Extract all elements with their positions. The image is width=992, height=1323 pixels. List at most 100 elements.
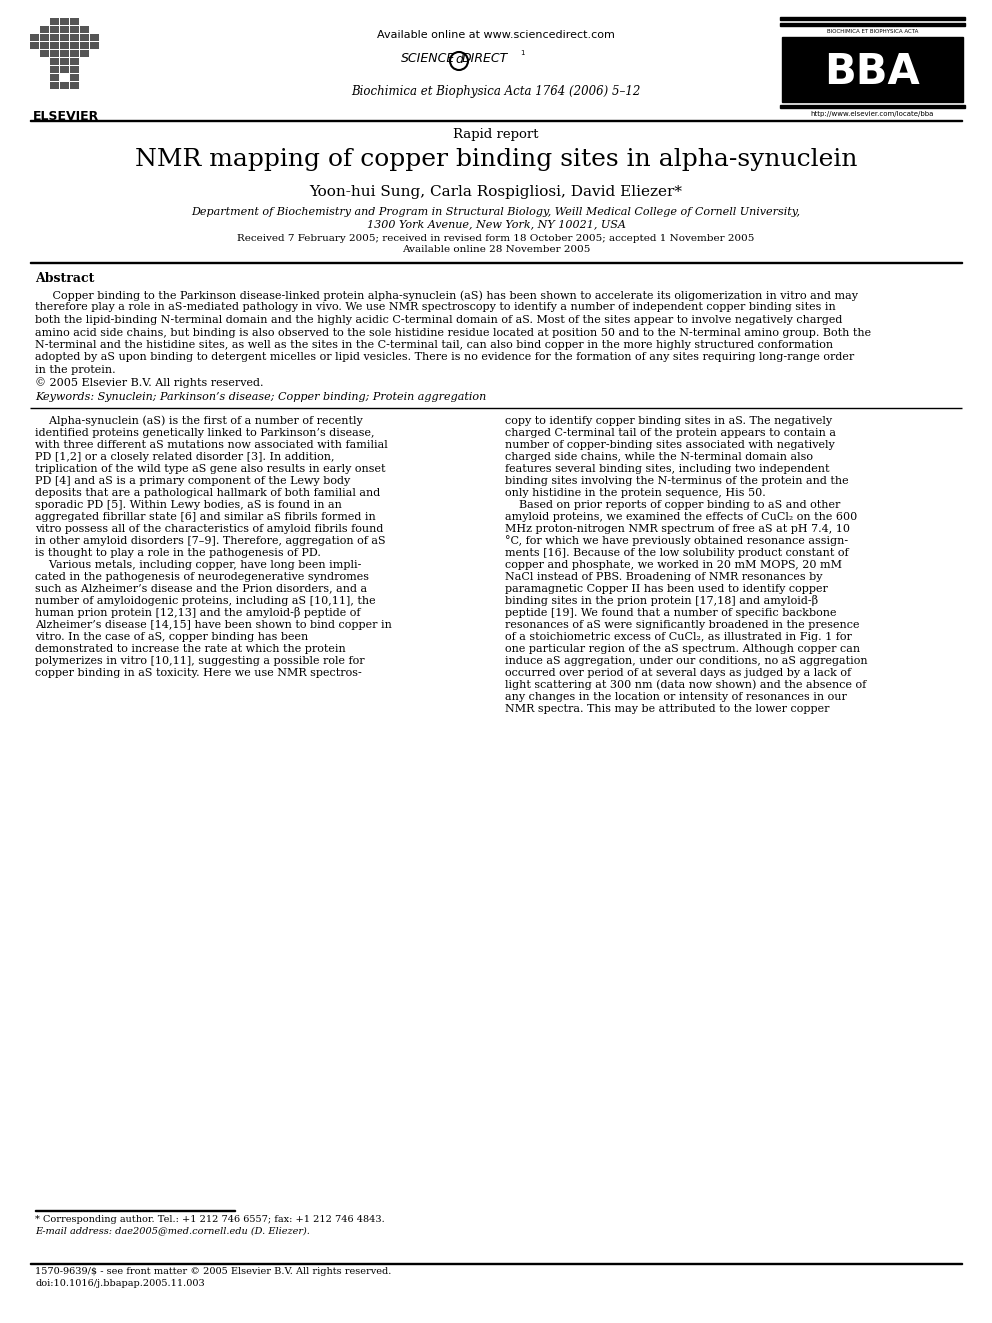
Text: sporadic PD [5]. Within Lewy bodies, aS is found in an: sporadic PD [5]. Within Lewy bodies, aS …	[35, 500, 342, 509]
Bar	[50, 42, 59, 49]
Bar	[40, 34, 49, 41]
Text: human prion protein [12,13] and the amyloid-β peptide of: human prion protein [12,13] and the amyl…	[35, 607, 360, 618]
Text: NaCl instead of PBS. Broadening of NMR resonances by: NaCl instead of PBS. Broadening of NMR r…	[505, 572, 822, 582]
Text: BBA: BBA	[824, 50, 921, 93]
Bar	[70, 19, 79, 25]
Text: peptide [19]. We found that a number of specific backbone: peptide [19]. We found that a number of …	[505, 607, 836, 618]
Bar	[60, 66, 69, 73]
Bar	[70, 26, 79, 33]
Text: number of copper-binding sites associated with negatively: number of copper-binding sites associate…	[505, 439, 834, 450]
Text: copper binding in aS toxicity. Here we use NMR spectros-: copper binding in aS toxicity. Here we u…	[35, 668, 362, 677]
Text: 1: 1	[520, 50, 525, 56]
Text: Copper binding to the Parkinson disease-linked protein alpha-synuclein (aS) has : Copper binding to the Parkinson disease-…	[35, 290, 858, 300]
Text: * Corresponding author. Tel.: +1 212 746 6557; fax: +1 212 746 4843.: * Corresponding author. Tel.: +1 212 746…	[35, 1215, 385, 1224]
Text: N-terminal and the histidine sites, as well as the sites in the C-terminal tail,: N-terminal and the histidine sites, as w…	[35, 340, 833, 351]
Text: features several binding sites, including two independent: features several binding sites, includin…	[505, 463, 829, 474]
Text: of a stoichiometric excess of CuCl₂, as illustrated in Fig. 1 for: of a stoichiometric excess of CuCl₂, as …	[505, 631, 852, 642]
Bar	[80, 26, 89, 33]
Text: MHz proton-nitrogen NMR spectrum of free aS at pH 7.4, 10: MHz proton-nitrogen NMR spectrum of free…	[505, 524, 850, 533]
Bar	[70, 42, 79, 49]
Text: DIRECT: DIRECT	[462, 52, 508, 65]
Text: such as Alzheimer’s disease and the Prion disorders, and a: such as Alzheimer’s disease and the Prio…	[35, 583, 367, 594]
Text: 1570-9639/$ - see front matter © 2005 Elsevier B.V. All rights reserved.: 1570-9639/$ - see front matter © 2005 El…	[35, 1267, 392, 1275]
Bar	[40, 42, 49, 49]
Text: Department of Biochemistry and Program in Structural Biology, Weill Medical Coll: Department of Biochemistry and Program i…	[191, 206, 801, 217]
Bar	[80, 50, 89, 57]
Text: doi:10.1016/j.bbapap.2005.11.003: doi:10.1016/j.bbapap.2005.11.003	[35, 1279, 204, 1289]
Text: ELSEVIER: ELSEVIER	[33, 110, 99, 123]
Text: charged side chains, while the N-terminal domain also: charged side chains, while the N-termina…	[505, 451, 813, 462]
Text: identified proteins genetically linked to Parkinson’s disease,: identified proteins genetically linked t…	[35, 427, 375, 438]
Text: number of amyloidogenic proteins, including aS [10,11], the: number of amyloidogenic proteins, includ…	[35, 595, 376, 606]
Text: charged C-terminal tail of the protein appears to contain a: charged C-terminal tail of the protein a…	[505, 427, 836, 438]
Bar	[50, 66, 59, 73]
Text: Abstract: Abstract	[35, 273, 94, 284]
Text: deposits that are a pathological hallmark of both familial and: deposits that are a pathological hallmar…	[35, 487, 380, 497]
Bar	[60, 19, 69, 25]
Bar	[40, 26, 49, 33]
Text: Rapid report: Rapid report	[453, 128, 539, 142]
Text: vitro. In the case of aS, copper binding has been: vitro. In the case of aS, copper binding…	[35, 631, 309, 642]
Text: BIOCHIMICA ET BIOPHYSICA ACTA: BIOCHIMICA ET BIOPHYSICA ACTA	[826, 29, 919, 34]
Bar	[80, 34, 89, 41]
Text: SCIENCE: SCIENCE	[401, 52, 455, 65]
Text: Available online 28 November 2005: Available online 28 November 2005	[402, 245, 590, 254]
Bar	[782, 37, 963, 102]
Bar	[70, 50, 79, 57]
Text: d: d	[455, 53, 463, 66]
Text: both the lipid-binding N-terminal domain and the highly acidic C-terminal domain: both the lipid-binding N-terminal domain…	[35, 315, 842, 325]
Text: binding sites in the prion protein [17,18] and amyloid-β: binding sites in the prion protein [17,1…	[505, 595, 818, 606]
Text: copper and phosphate, we worked in 20 mM MOPS, 20 mM: copper and phosphate, we worked in 20 mM…	[505, 560, 842, 569]
Bar	[50, 74, 59, 81]
Text: 1300 York Avenue, New York, NY 10021, USA: 1300 York Avenue, New York, NY 10021, US…	[367, 220, 625, 229]
Text: amino acid side chains, but binding is also observed to the sole histidine resid: amino acid side chains, but binding is a…	[35, 328, 871, 337]
Bar	[60, 50, 69, 57]
Bar	[70, 34, 79, 41]
Text: in other amyloid disorders [7–9]. Therefore, aggregation of aS: in other amyloid disorders [7–9]. Theref…	[35, 536, 386, 545]
Bar	[50, 34, 59, 41]
Text: NMR spectra. This may be attributed to the lower copper: NMR spectra. This may be attributed to t…	[505, 704, 829, 713]
Text: °C, for which we have previously obtained resonance assign-: °C, for which we have previously obtaine…	[505, 536, 848, 546]
Text: only histidine in the protein sequence, His 50.: only histidine in the protein sequence, …	[505, 487, 766, 497]
Bar	[70, 74, 79, 81]
Bar	[60, 34, 69, 41]
Text: demonstrated to increase the rate at which the protein: demonstrated to increase the rate at whi…	[35, 643, 346, 654]
Text: http://www.elsevier.com/locate/bba: http://www.elsevier.com/locate/bba	[810, 111, 934, 116]
Text: light scattering at 300 nm (data now shown) and the absence of: light scattering at 300 nm (data now sho…	[505, 680, 866, 691]
Text: PD [1,2] or a closely related disorder [3]. In addition,: PD [1,2] or a closely related disorder […	[35, 451, 334, 462]
Text: copy to identify copper binding sites in aS. The negatively: copy to identify copper binding sites in…	[505, 415, 832, 426]
Text: Based on prior reports of copper binding to aS and other: Based on prior reports of copper binding…	[505, 500, 840, 509]
Text: E-mail address: dae2005@med.cornell.edu (D. Eliezer).: E-mail address: dae2005@med.cornell.edu …	[35, 1226, 310, 1234]
Bar	[30, 42, 39, 49]
Text: adopted by aS upon binding to detergent micelles or lipid vesicles. There is no : adopted by aS upon binding to detergent …	[35, 352, 854, 363]
Text: cated in the pathogenesis of neurodegenerative syndromes: cated in the pathogenesis of neurodegene…	[35, 572, 369, 582]
Text: resonances of aS were significantly broadened in the presence: resonances of aS were significantly broa…	[505, 619, 859, 630]
Bar	[70, 58, 79, 65]
Text: any changes in the location or intensity of resonances in our: any changes in the location or intensity…	[505, 692, 847, 701]
Text: is thought to play a role in the pathogenesis of PD.: is thought to play a role in the pathoge…	[35, 548, 320, 557]
Text: Biochimica et Biophysica Acta 1764 (2006) 5–12: Biochimica et Biophysica Acta 1764 (2006…	[351, 85, 641, 98]
Text: with three different aS mutations now associated with familial: with three different aS mutations now as…	[35, 439, 388, 450]
Bar	[70, 66, 79, 73]
Bar	[50, 82, 59, 89]
Text: aggregated fibrillar state [6] and similar aS fibrils formed in: aggregated fibrillar state [6] and simil…	[35, 512, 376, 521]
Bar	[780, 17, 965, 20]
Text: ments [16]. Because of the low solubility product constant of: ments [16]. Because of the low solubilit…	[505, 548, 848, 557]
Text: Various metals, including copper, have long been impli-: Various metals, including copper, have l…	[35, 560, 361, 569]
Bar	[780, 22, 965, 26]
Text: amyloid proteins, we examined the effects of CuCl₂ on the 600: amyloid proteins, we examined the effect…	[505, 512, 857, 521]
Bar	[50, 58, 59, 65]
Text: binding sites involving the N-terminus of the protein and the: binding sites involving the N-terminus o…	[505, 475, 848, 486]
Text: occurred over period of at several days as judged by a lack of: occurred over period of at several days …	[505, 668, 851, 677]
Bar	[60, 58, 69, 65]
Text: PD [4] and aS is a primary component of the Lewy body: PD [4] and aS is a primary component of …	[35, 475, 350, 486]
Bar	[780, 105, 965, 108]
Text: triplication of the wild type aS gene also results in early onset: triplication of the wild type aS gene al…	[35, 463, 386, 474]
Text: vitro possess all of the characteristics of amyloid fibrils found: vitro possess all of the characteristics…	[35, 524, 383, 533]
Text: paramagnetic Copper II has been used to identify copper: paramagnetic Copper II has been used to …	[505, 583, 828, 594]
Text: one particular region of the aS spectrum. Although copper can: one particular region of the aS spectrum…	[505, 643, 860, 654]
Bar	[90, 34, 99, 41]
Text: Alzheimer’s disease [14,15] have been shown to bind copper in: Alzheimer’s disease [14,15] have been sh…	[35, 619, 392, 630]
Bar	[60, 82, 69, 89]
Text: Received 7 February 2005; received in revised form 18 October 2005; accepted 1 N: Received 7 February 2005; received in re…	[237, 234, 755, 243]
